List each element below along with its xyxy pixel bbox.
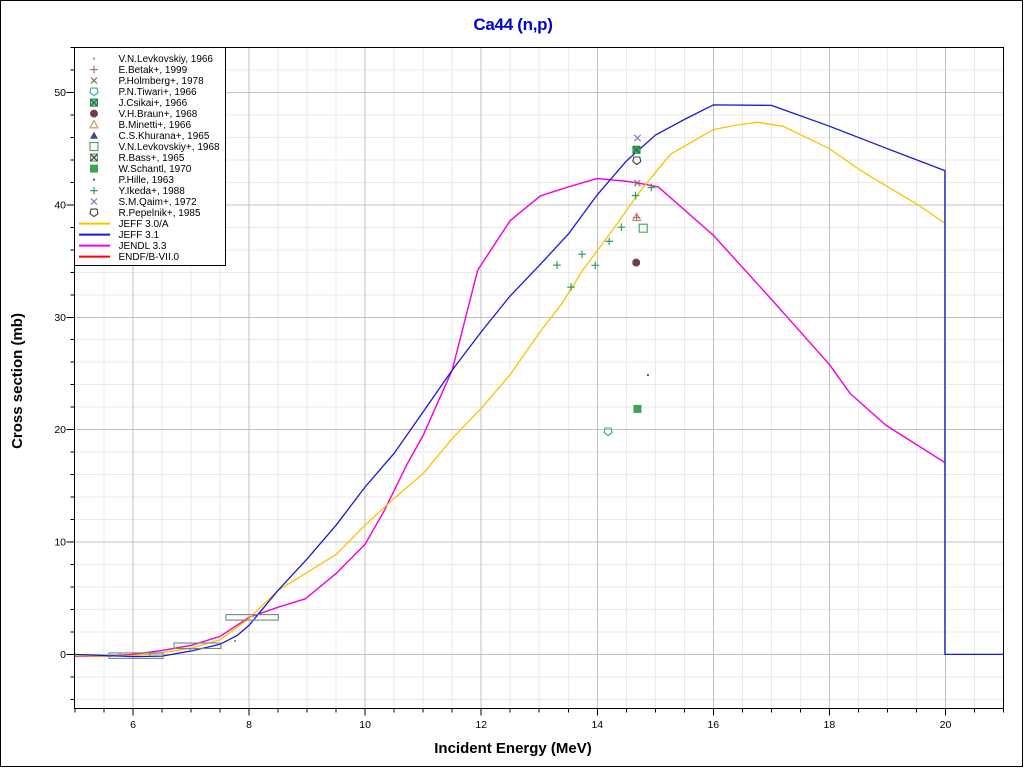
svg-text:JENDL 3.3: JENDL 3.3 bbox=[119, 241, 167, 252]
svg-text:50: 50 bbox=[54, 87, 66, 99]
svg-text:12: 12 bbox=[475, 719, 487, 731]
svg-text:E.Betak+, 1999: E.Betak+, 1999 bbox=[119, 65, 188, 76]
svg-text:40: 40 bbox=[54, 199, 66, 211]
svg-text:10: 10 bbox=[359, 719, 371, 731]
svg-text:V.N.Levkovskiy, 1966: V.N.Levkovskiy, 1966 bbox=[119, 54, 214, 65]
svg-text:C.S.Khurana+, 1965: C.S.Khurana+, 1965 bbox=[119, 131, 210, 142]
svg-text:18: 18 bbox=[824, 719, 836, 731]
svg-text:JEFF 3.1: JEFF 3.1 bbox=[119, 230, 160, 241]
svg-text:P.Holmberg+, 1978: P.Holmberg+, 1978 bbox=[119, 76, 205, 87]
svg-text:V.N.Levkovskiy+, 1968: V.N.Levkovskiy+, 1968 bbox=[119, 142, 221, 153]
svg-text:P.N.Tiwari+, 1966: P.N.Tiwari+, 1966 bbox=[119, 87, 198, 98]
svg-text:6: 6 bbox=[130, 719, 136, 731]
svg-text:Y.Ikeda+, 1988: Y.Ikeda+, 1988 bbox=[119, 186, 186, 197]
svg-text:20: 20 bbox=[940, 719, 952, 731]
svg-text:JEFF 3.0/A: JEFF 3.0/A bbox=[119, 219, 169, 230]
svg-text:8: 8 bbox=[246, 719, 252, 731]
svg-text:Cross section (mb): Cross section (mb) bbox=[9, 313, 26, 449]
svg-text:R.Bass+, 1965: R.Bass+, 1965 bbox=[119, 153, 185, 164]
svg-text:30: 30 bbox=[54, 312, 66, 324]
svg-text:J.Csikai+, 1966: J.Csikai+, 1966 bbox=[119, 98, 188, 109]
svg-text:20: 20 bbox=[54, 424, 66, 436]
svg-text:P.Hille, 1963: P.Hille, 1963 bbox=[119, 175, 175, 186]
svg-text:14: 14 bbox=[591, 719, 603, 731]
svg-text:B.Minetti+, 1966: B.Minetti+, 1966 bbox=[119, 120, 192, 131]
svg-text:ENDF/B-VII.0: ENDF/B-VII.0 bbox=[119, 252, 180, 263]
svg-text:R.Pepelnik+, 1985: R.Pepelnik+, 1985 bbox=[119, 208, 201, 219]
svg-text:W.Schantl, 1970: W.Schantl, 1970 bbox=[119, 164, 192, 175]
svg-text:Ca44 (n,p): Ca44 (n,p) bbox=[473, 15, 552, 34]
svg-text:16: 16 bbox=[707, 719, 719, 731]
svg-text:S.M.Qaim+, 1972: S.M.Qaim+, 1972 bbox=[119, 197, 198, 208]
svg-text:10: 10 bbox=[54, 537, 66, 549]
svg-text:Incident Energy (MeV): Incident Energy (MeV) bbox=[434, 740, 592, 757]
svg-text:V.H.Braun+, 1968: V.H.Braun+, 1968 bbox=[119, 109, 198, 120]
svg-text:0: 0 bbox=[60, 649, 66, 661]
